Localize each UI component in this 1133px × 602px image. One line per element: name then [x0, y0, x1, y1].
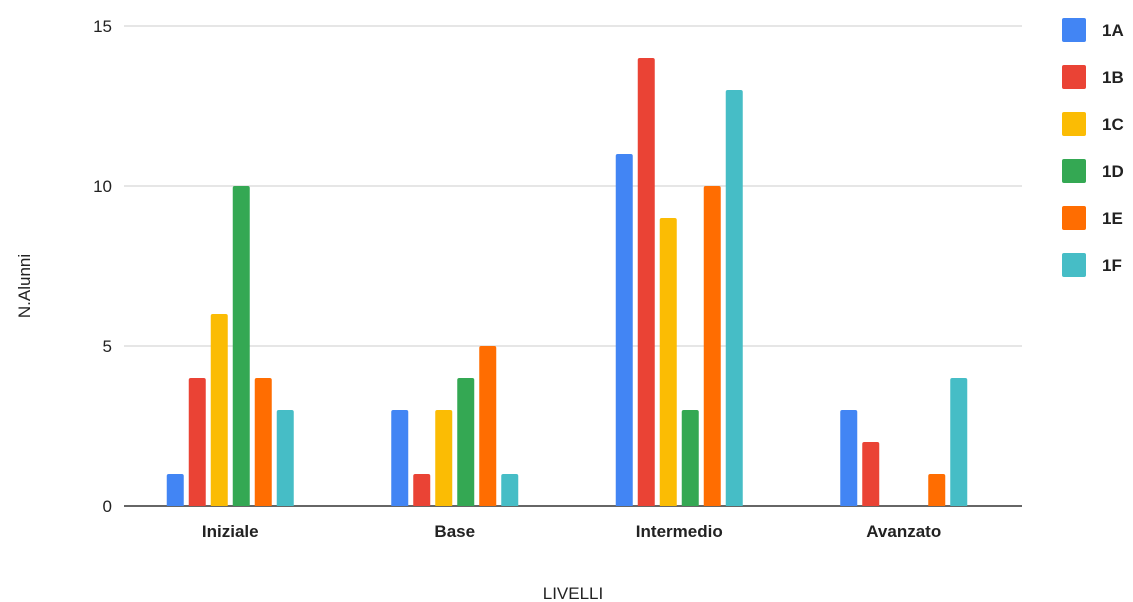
x-axis-categories: Iniziale Base Intermedio Avanzato: [202, 522, 941, 541]
y-axis-ticks: 0 5 10 15: [93, 17, 112, 516]
bar-1e-base: [479, 346, 497, 506]
x-category-label: Iniziale: [202, 522, 259, 541]
bar-1b-avanzato: [862, 442, 880, 506]
y-tick-label: 10: [93, 177, 112, 196]
y-tick-label: 15: [93, 17, 112, 36]
bar-1f-intermedio: [725, 90, 743, 506]
bar-1b-iniziale: [188, 378, 206, 506]
legend-swatch-1a: [1062, 18, 1086, 42]
bar-1e-iniziale: [254, 378, 272, 506]
legend-swatch-1d: [1062, 159, 1086, 183]
bar-1b-intermedio: [637, 58, 655, 506]
bar-1b-base: [413, 474, 431, 506]
x-category-label: Base: [434, 522, 475, 541]
x-category-label: Intermedio: [636, 522, 723, 541]
bar-1a-base: [391, 410, 409, 506]
bar-1f-iniziale: [276, 410, 294, 506]
legend-label-1d: 1D: [1102, 162, 1124, 181]
bar-1e-avanzato: [928, 474, 946, 506]
bar-1c-base: [435, 410, 453, 506]
legend: 1A 1B 1C 1D 1E 1F: [1062, 18, 1124, 277]
bar-1d-intermedio: [681, 410, 699, 506]
legend-label-1a: 1A: [1102, 21, 1124, 40]
y-axis-title: N.Alunni: [15, 254, 34, 318]
legend-swatch-1e: [1062, 206, 1086, 230]
bar-1a-iniziale: [166, 474, 184, 506]
bar-1c-iniziale: [210, 314, 228, 506]
bar-1e-intermedio: [703, 186, 721, 506]
bar-1a-avanzato: [840, 410, 858, 506]
y-tick-label: 0: [103, 497, 112, 516]
bar-1f-base: [501, 474, 519, 506]
legend-swatch-1b: [1062, 65, 1086, 89]
bars: [166, 58, 968, 506]
bar-1f-avanzato: [950, 378, 968, 506]
legend-swatch-1f: [1062, 253, 1086, 277]
x-category-label: Avanzato: [866, 522, 941, 541]
legend-label-1e: 1E: [1102, 209, 1123, 228]
bar-1a-intermedio: [615, 154, 633, 506]
legend-label-1f: 1F: [1102, 256, 1122, 275]
legend-swatch-1c: [1062, 112, 1086, 136]
bar-1c-intermedio: [659, 218, 677, 506]
y-tick-label: 5: [103, 337, 112, 356]
bar-1d-base: [457, 378, 475, 506]
legend-label-1b: 1B: [1102, 68, 1124, 87]
x-axis-title: LIVELLI: [543, 584, 604, 602]
legend-label-1c: 1C: [1102, 115, 1124, 134]
bar-1d-iniziale: [232, 186, 250, 506]
